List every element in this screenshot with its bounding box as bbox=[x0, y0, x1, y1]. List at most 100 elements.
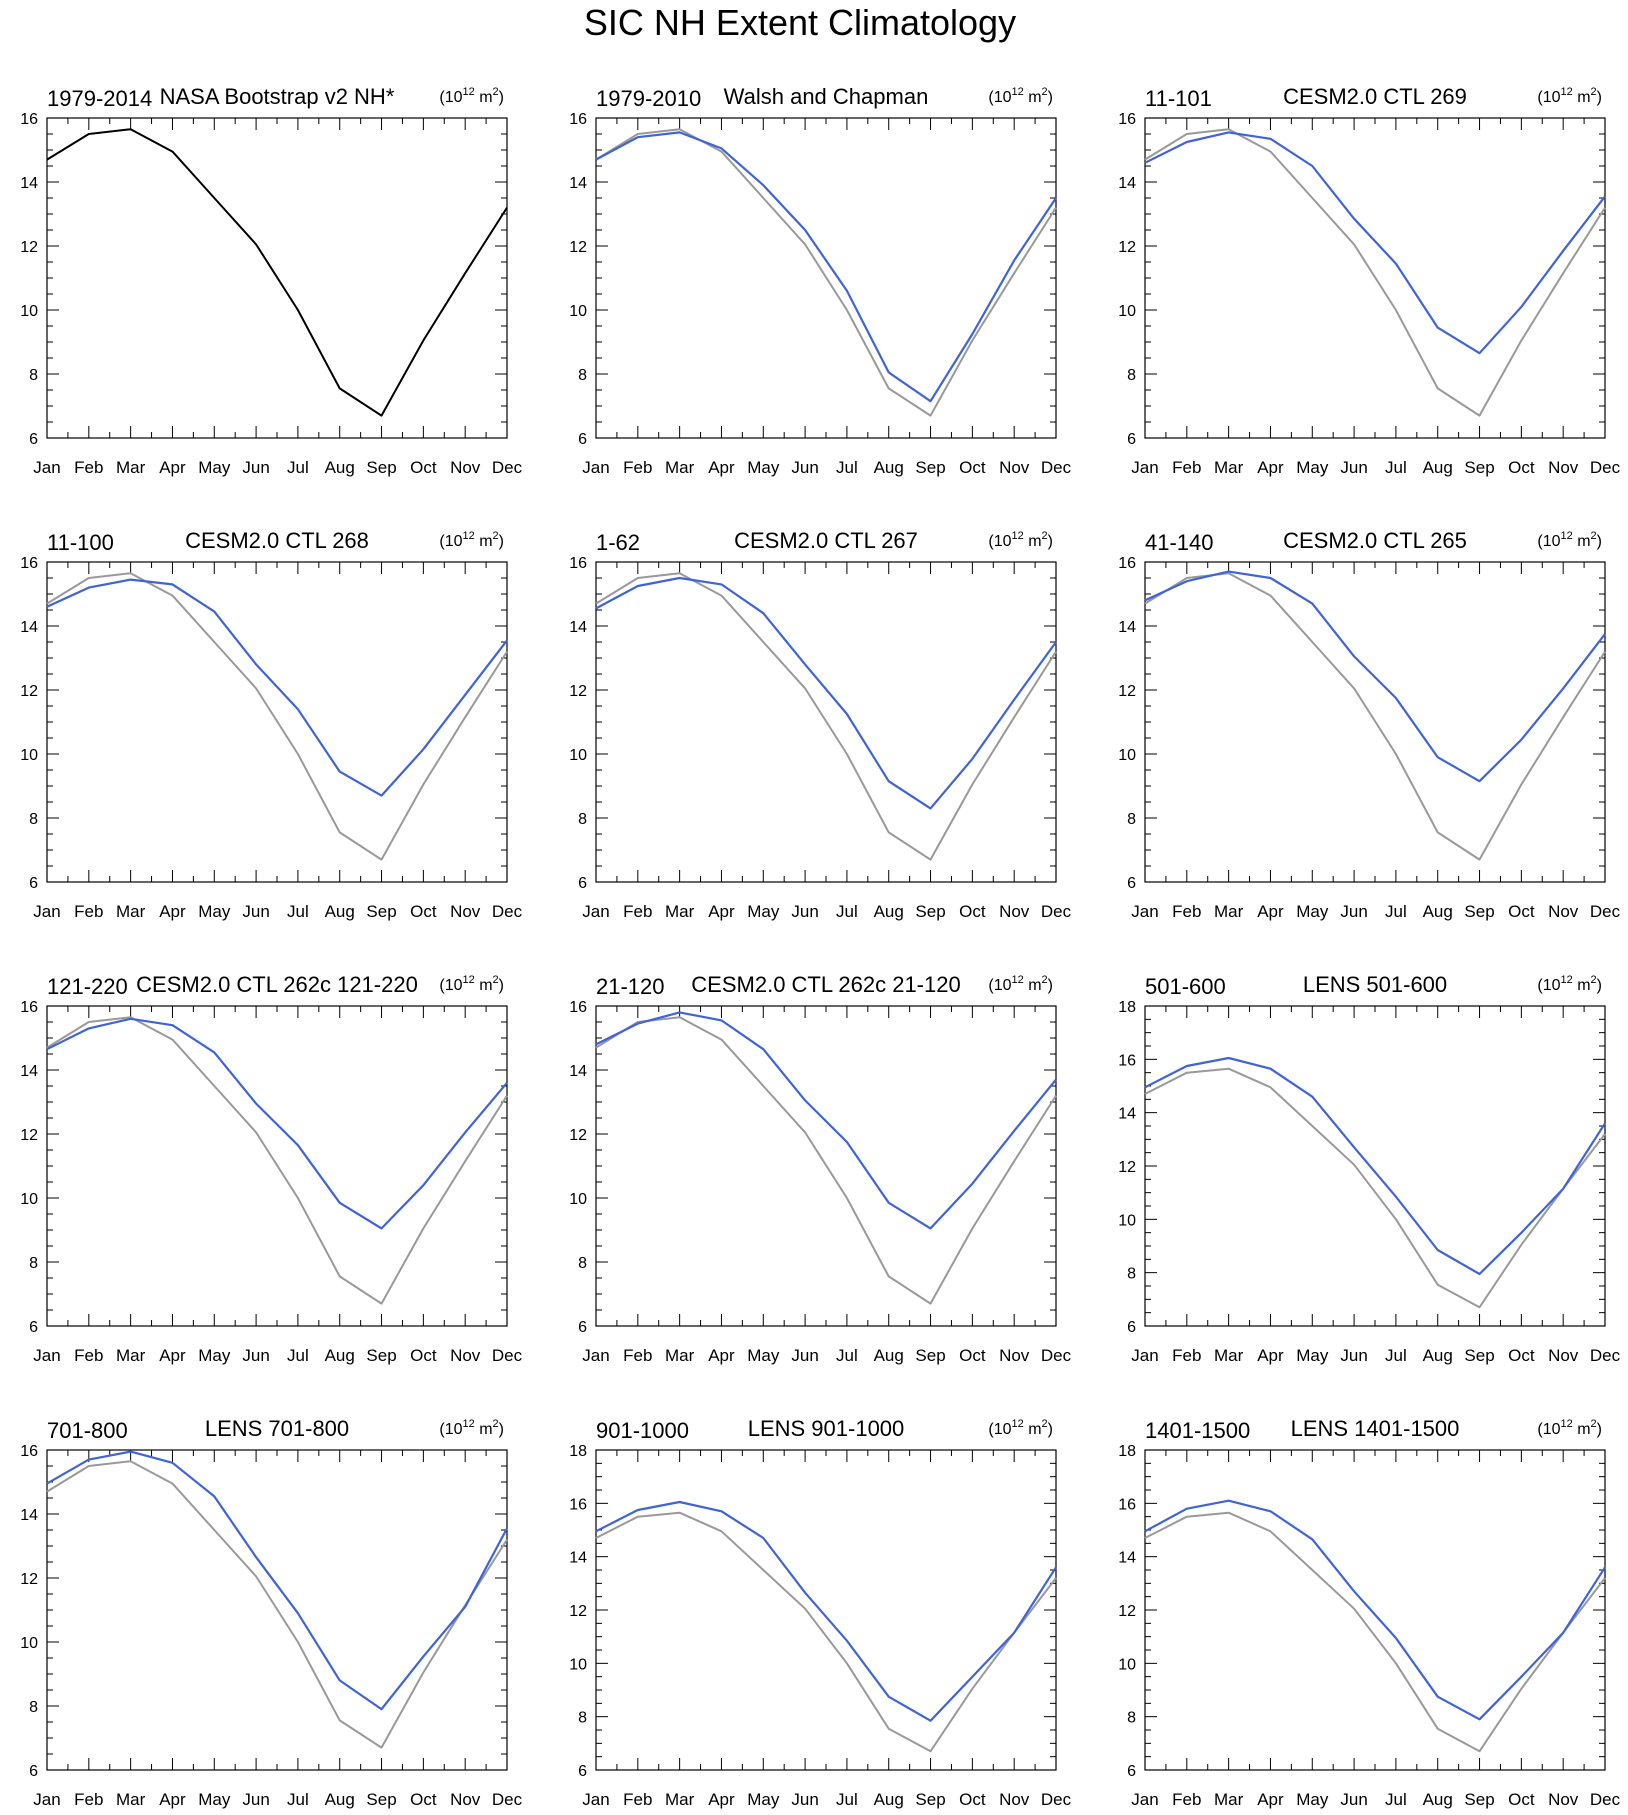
units-part: 2 bbox=[493, 1418, 499, 1430]
series-line-obs bbox=[46, 1016, 508, 1305]
y-tick-label: 10 bbox=[20, 1635, 38, 1652]
x-tick-label: Oct bbox=[410, 1790, 437, 1809]
x-tick-label: Apr bbox=[708, 458, 735, 477]
x-tick-label: Aug bbox=[325, 1346, 355, 1365]
y-tick-label: 8 bbox=[1127, 811, 1136, 828]
x-tick-label: Aug bbox=[1423, 902, 1453, 921]
x-tick-label: Jan bbox=[582, 458, 609, 477]
x-tick-label: Oct bbox=[410, 1346, 437, 1365]
x-tick-label: Apr bbox=[1257, 1346, 1284, 1365]
series-line-obs bbox=[46, 128, 508, 417]
units-part: ) bbox=[1597, 533, 1602, 550]
x-tick-label: May bbox=[747, 458, 780, 477]
x-tick-label: Feb bbox=[623, 458, 652, 477]
y-tick-label: 12 bbox=[20, 1127, 38, 1144]
y-tick-label: 10 bbox=[1118, 1212, 1136, 1229]
series-line-obs bbox=[595, 1016, 1057, 1305]
units-part: 12 bbox=[1561, 974, 1573, 986]
chart-panel: Jan Feb Mar Apr May Jun Jul Aug Sep Oct Nov Dec 6 8 10… bbox=[1118, 528, 1620, 921]
panel-units: (1012 m2) bbox=[988, 974, 1053, 994]
units-part: m bbox=[475, 89, 493, 106]
x-tick-label: Oct bbox=[410, 458, 437, 477]
series-line-model bbox=[595, 576, 1057, 810]
x-tick-label: Sep bbox=[1464, 458, 1494, 477]
y-tick-label: 16 bbox=[569, 999, 587, 1016]
series-line-obs bbox=[1144, 1067, 1606, 1309]
y-tick-label: 10 bbox=[1118, 747, 1136, 764]
x-tick-label: Dec bbox=[1041, 1790, 1072, 1809]
x-tick-label: Feb bbox=[623, 1790, 652, 1809]
units-part: ) bbox=[499, 89, 504, 106]
units-part: m bbox=[1024, 977, 1042, 994]
x-tick-label: Dec bbox=[1041, 902, 1072, 921]
y-tick-label: 8 bbox=[578, 1255, 587, 1272]
y-tick-label: 12 bbox=[1118, 1603, 1136, 1620]
x-tick-label: Feb bbox=[1172, 902, 1201, 921]
panel-units: (1012 m2) bbox=[439, 1418, 504, 1438]
units-part: 12 bbox=[463, 974, 475, 986]
units-part: 2 bbox=[1042, 1418, 1048, 1430]
units-part: m bbox=[1573, 977, 1591, 994]
x-tick-label: Oct bbox=[1508, 1790, 1535, 1809]
x-tick-label: Dec bbox=[1590, 1790, 1621, 1809]
y-tick-label: 6 bbox=[1127, 1319, 1136, 1336]
x-tick-label: Jan bbox=[33, 902, 60, 921]
y-tick-label: 10 bbox=[1118, 303, 1136, 320]
y-tick-label: 14 bbox=[1118, 619, 1136, 636]
x-tick-label: Nov bbox=[999, 902, 1030, 921]
units-part: (10 bbox=[439, 533, 462, 550]
x-tick-label: Jan bbox=[582, 1346, 609, 1365]
units-part: m bbox=[1024, 533, 1042, 550]
x-tick-label: Aug bbox=[874, 458, 904, 477]
chart-panel: Jan Feb Mar Apr May Jun Jul Aug Sep Oct Nov Dec 6 8 10… bbox=[1118, 84, 1620, 477]
panel-title: CESM2.0 CTL 267 bbox=[734, 528, 918, 553]
x-tick-label: Apr bbox=[1257, 1790, 1284, 1809]
panel-period-label: 121-220 bbox=[47, 974, 128, 999]
chart-panel: Jan Feb Mar Apr May Jun Jul Aug Sep Oct Nov Dec 6 8 10… bbox=[1118, 1416, 1620, 1809]
panel-title: CESM2.0 CTL 268 bbox=[185, 528, 369, 553]
x-tick-label: Nov bbox=[450, 458, 481, 477]
x-tick-label: Sep bbox=[915, 1790, 945, 1809]
y-tick-label: 10 bbox=[20, 1191, 38, 1208]
units-part: m bbox=[1573, 1421, 1591, 1438]
series-line-obs bbox=[595, 128, 1057, 417]
units-part: 12 bbox=[1012, 86, 1024, 98]
y-tick-label: 10 bbox=[569, 1191, 587, 1208]
x-tick-label: Apr bbox=[159, 1346, 186, 1365]
x-tick-label: Jul bbox=[287, 1790, 309, 1809]
panel-period-label: 501-600 bbox=[1145, 974, 1226, 999]
x-tick-label: Jul bbox=[836, 458, 858, 477]
chart-panel: Jan Feb Mar Apr May Jun Jul Aug Sep Oct Nov Dec 6 8 10… bbox=[569, 84, 1071, 477]
x-tick-label: Jul bbox=[287, 902, 309, 921]
y-tick-label: 18 bbox=[569, 1443, 587, 1460]
panel-title: LENS 901-1000 bbox=[748, 1416, 905, 1441]
series-line-model bbox=[46, 578, 508, 797]
y-tick-label: 16 bbox=[569, 111, 587, 128]
units-part: m bbox=[475, 1421, 493, 1438]
units-part: 12 bbox=[463, 530, 475, 542]
units-part: (10 bbox=[439, 977, 462, 994]
x-tick-label: Aug bbox=[1423, 458, 1453, 477]
x-tick-label: Dec bbox=[492, 1790, 523, 1809]
y-tick-label: 6 bbox=[1127, 1763, 1136, 1780]
units-part: m bbox=[1573, 533, 1591, 550]
y-tick-label: 16 bbox=[20, 111, 38, 128]
x-tick-label: Jun bbox=[791, 458, 818, 477]
x-tick-label: Jun bbox=[791, 1346, 818, 1365]
x-tick-label: Oct bbox=[959, 1790, 986, 1809]
panel-units: (1012 m2) bbox=[439, 974, 504, 994]
x-tick-label: Jan bbox=[582, 1790, 609, 1809]
panel-units: (1012 m2) bbox=[988, 530, 1053, 550]
x-tick-label: Jul bbox=[836, 902, 858, 921]
plot-frame bbox=[1144, 1449, 1606, 1771]
y-tick-label: 18 bbox=[1118, 1443, 1136, 1460]
x-tick-label: Jul bbox=[287, 1346, 309, 1365]
units-part: 12 bbox=[1012, 530, 1024, 542]
panel-units: (1012 m2) bbox=[439, 530, 504, 550]
y-tick-label: 6 bbox=[578, 875, 587, 892]
x-tick-label: Jul bbox=[1385, 902, 1407, 921]
units-part: m bbox=[1024, 1421, 1042, 1438]
x-tick-label: Mar bbox=[116, 458, 146, 477]
series-line-model bbox=[46, 1450, 508, 1711]
panel-title: CESM2.0 CTL 269 bbox=[1283, 84, 1467, 109]
